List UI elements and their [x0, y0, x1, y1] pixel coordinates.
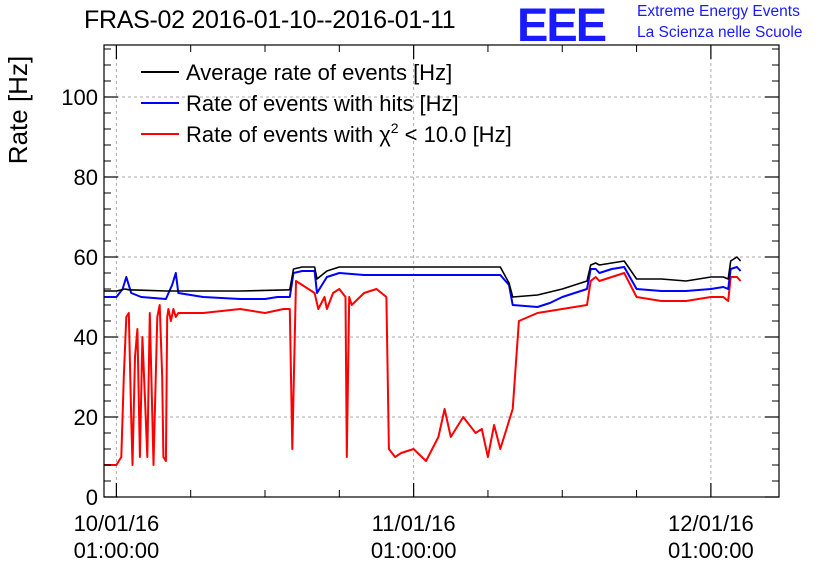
series-line-average — [104, 256, 742, 298]
grid — [104, 45, 779, 497]
y-tick-label: 20 — [74, 405, 98, 430]
legend-label-hits: Rate of events with hits [Hz] — [186, 91, 459, 116]
tick-layer: 02040608010010/01/1601:00:0011/01/1601:0… — [61, 45, 779, 563]
x-tick-label-time: 01:00:00 — [668, 538, 754, 563]
series-line-hits — [104, 266, 742, 308]
y-tick-label: 80 — [74, 165, 98, 190]
logo-subtitle-line1: Extreme Energy Events — [637, 3, 800, 20]
y-tick-label: 0 — [86, 485, 98, 510]
x-tick-label-date: 10/01/16 — [74, 511, 160, 536]
legend-label-average: Average rate of events [Hz] — [186, 60, 452, 85]
y-tick-label: 60 — [74, 245, 98, 270]
chart-title: FRAS-02 2016-01-10--2016-01-11 — [84, 6, 456, 34]
x-tick-label-time: 01:00:00 — [371, 538, 457, 563]
series-line-chi2 — [104, 272, 742, 466]
eee-logo: EEE — [517, 0, 607, 51]
y-tick-label: 40 — [74, 325, 98, 350]
plot-frame — [103, 44, 780, 498]
legend-label-chi2: Rate of events with χ2 < 10.0 [Hz] — [186, 120, 512, 147]
series-layer — [104, 256, 742, 466]
y-tick-label: 100 — [61, 85, 98, 110]
legend: Average rate of events [Hz] Rate of event… — [141, 60, 512, 147]
x-tick-label-time: 01:00:00 — [74, 538, 160, 563]
x-tick-label-date: 11/01/16 — [372, 511, 456, 536]
y-axis-label: Rate [Hz] — [3, 56, 33, 164]
x-tick-label-date: 12/01/16 — [668, 511, 754, 536]
logo-subtitle-line2: La Scienza nelle Scuole — [637, 24, 803, 41]
